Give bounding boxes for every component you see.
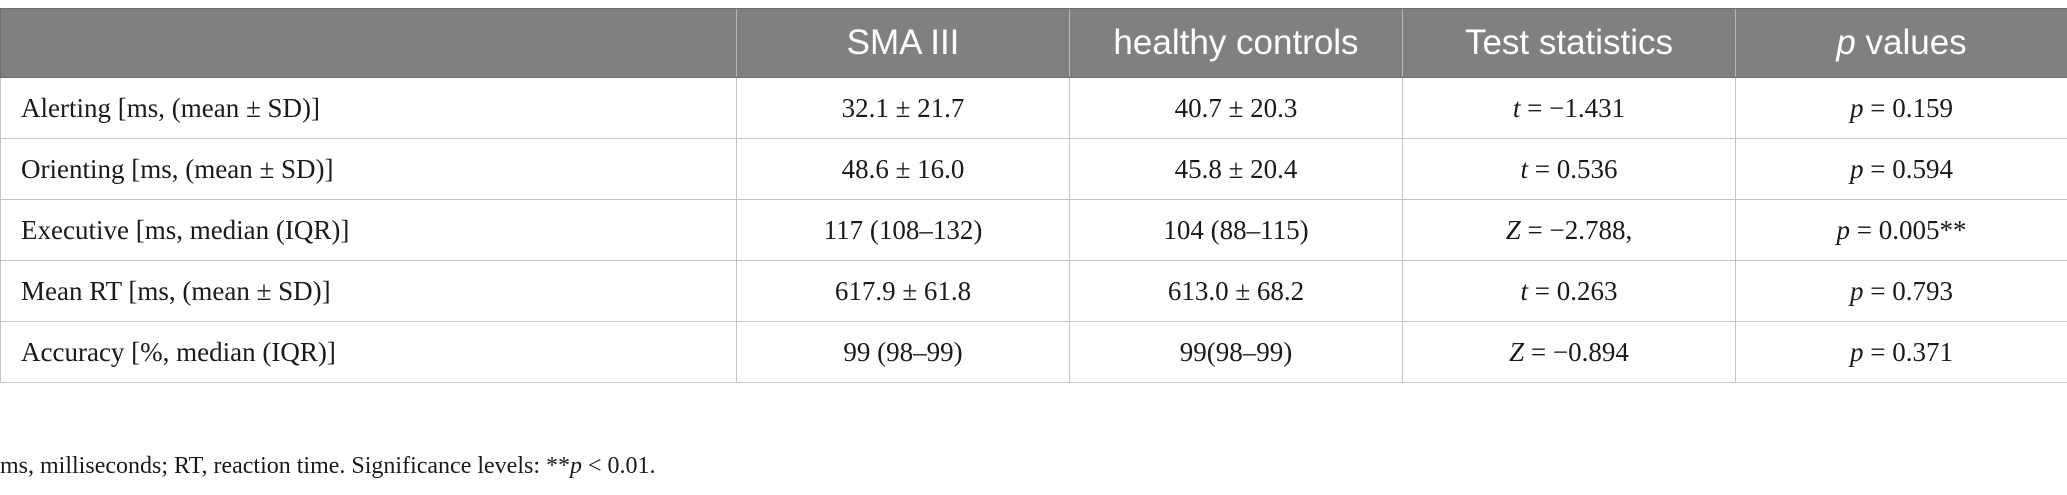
p-value: = 0.005** <box>1850 214 1967 245</box>
controls-cell: 40.7 ± 20.3 <box>1069 77 1403 139</box>
stat-value: = −2.788, <box>1520 214 1633 245</box>
row-label: Executive [ms, median (IQR)] <box>0 199 737 261</box>
stat-value: = −0.894 <box>1524 336 1629 367</box>
header-p-symbol: p <box>1836 23 1856 62</box>
footnote-text: ms, milliseconds; RT, reaction time. Sig… <box>0 453 570 479</box>
p-value-cell: p = 0.793 <box>1735 260 2067 322</box>
header-controls: healthy controls <box>1069 8 1403 78</box>
p-value: = 0.594 <box>1863 153 1953 184</box>
stat-symbol: t <box>1512 92 1521 123</box>
controls-cell: 104 (88–115) <box>1069 199 1403 261</box>
p-value: = 0.793 <box>1863 275 1953 306</box>
sma-cell: 99 (98–99) <box>736 321 1070 383</box>
p-symbol: p <box>1850 336 1864 367</box>
controls-cell: 45.8 ± 20.4 <box>1069 138 1403 200</box>
results-table: SMA III healthy controls Test statistics… <box>0 8 2067 383</box>
row-label: Orienting [ms, (mean ± SD)] <box>0 138 737 200</box>
p-symbol: p <box>1850 92 1864 123</box>
test-stat-cell: t = 0.263 <box>1402 260 1736 322</box>
table-header: SMA III healthy controls Test statistics… <box>0 8 2067 78</box>
test-stat-cell: Z = −0.894 <box>1402 321 1736 383</box>
table-row: Orienting [ms, (mean ± SD)] 48.6 ± 16.0 … <box>0 138 2067 200</box>
stat-value: = 0.263 <box>1528 275 1618 306</box>
p-value-cell: p = 0.005** <box>1735 199 2067 261</box>
header-p-suffix: values <box>1855 23 1967 62</box>
p-value: = 0.371 <box>1863 336 1953 367</box>
sma-cell: 617.9 ± 61.8 <box>736 260 1070 322</box>
stat-symbol: t <box>1520 153 1529 184</box>
stat-value: = 0.536 <box>1528 153 1618 184</box>
sma-cell: 117 (108–132) <box>736 199 1070 261</box>
row-label: Accuracy [%, median (IQR)] <box>0 321 737 383</box>
p-value-cell: p = 0.594 <box>1735 138 2067 200</box>
stat-symbol: Z <box>1505 214 1521 245</box>
table-row: Accuracy [%, median (IQR)] 99 (98–99) 99… <box>0 321 2067 383</box>
controls-cell: 99(98–99) <box>1069 321 1403 383</box>
test-stat-cell: t = −1.431 <box>1402 77 1736 139</box>
controls-cell: 613.0 ± 68.2 <box>1069 260 1403 322</box>
stat-value: = −1.431 <box>1520 92 1626 123</box>
p-symbol: p <box>1850 153 1864 184</box>
table-row: Executive [ms, median (IQR)] 117 (108–13… <box>0 199 2067 261</box>
table-footnote: ms, milliseconds; RT, reaction time. Sig… <box>0 453 656 480</box>
row-label: Mean RT [ms, (mean ± SD)] <box>0 260 737 322</box>
stat-symbol: t <box>1520 275 1529 306</box>
header-p-values: p values <box>1735 8 2067 78</box>
footnote-threshold: < 0.01. <box>582 453 656 479</box>
table-row: Alerting [ms, (mean ± SD)] 32.1 ± 21.7 4… <box>0 77 2067 139</box>
test-stat-cell: Z = −2.788, <box>1402 199 1736 261</box>
footnote-p-symbol: p <box>570 453 582 479</box>
header-measure <box>0 8 737 78</box>
sma-cell: 48.6 ± 16.0 <box>736 138 1070 200</box>
header-sma: SMA III <box>736 8 1070 78</box>
header-row: SMA III healthy controls Test statistics… <box>0 8 2067 78</box>
p-value-cell: p = 0.159 <box>1735 77 2067 139</box>
p-value: = 0.159 <box>1863 92 1953 123</box>
row-label: Alerting [ms, (mean ± SD)] <box>0 77 737 139</box>
header-test-statistics: Test statistics <box>1402 8 1736 78</box>
p-value-cell: p = 0.371 <box>1735 321 2067 383</box>
stat-symbol: Z <box>1509 336 1525 367</box>
sma-cell: 32.1 ± 21.7 <box>736 77 1070 139</box>
results-table-container: SMA III healthy controls Test statistics… <box>0 8 2067 383</box>
table-row: Mean RT [ms, (mean ± SD)] 617.9 ± 61.8 6… <box>0 260 2067 322</box>
p-symbol: p <box>1850 275 1864 306</box>
test-stat-cell: t = 0.536 <box>1402 138 1736 200</box>
table-body: Alerting [ms, (mean ± SD)] 32.1 ± 21.7 4… <box>0 77 2067 383</box>
p-symbol: p <box>1836 214 1851 245</box>
